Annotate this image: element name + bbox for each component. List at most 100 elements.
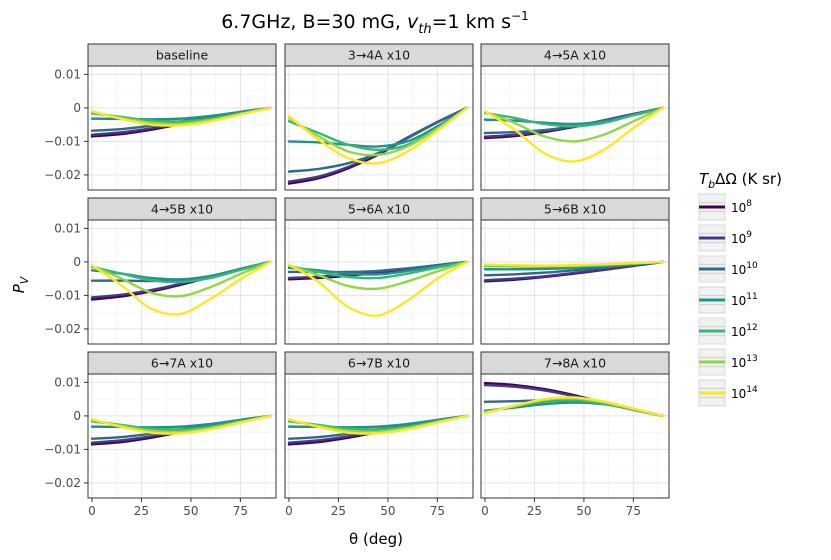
panel-7: 6→7A x10 0.01 0 −0.01 −0.02 0 25 50 75 (44, 351, 277, 518)
x-tick-label: 25 (527, 504, 542, 518)
panel-strip-label: 6→7B x10 (348, 356, 410, 371)
chart-title: 6.7GHz, B=30 mG, vth=1 km s−1 (221, 9, 529, 37)
y-tick-label: 0 (73, 409, 81, 423)
x-tick-label: 0 (285, 504, 293, 518)
panel-8: 6→7B x10 0 25 50 75 (284, 351, 474, 518)
panel-frame (480, 65, 670, 191)
legend-key-1e8: 108 (698, 193, 752, 221)
panel-grid (88, 374, 276, 498)
panel-background (285, 66, 473, 190)
panel-6: 5→6B x10 (480, 197, 670, 345)
title-v: v (407, 11, 419, 33)
panel-series (287, 414, 469, 446)
series-line-1e12 (483, 106, 665, 128)
x-tick-label: 75 (233, 504, 248, 518)
x-tick-label: 75 (430, 504, 445, 518)
panel-frame (480, 373, 670, 499)
series-line-1e14 (287, 260, 469, 317)
legend-label-exp: 11 (746, 292, 757, 302)
x-tick-label: 50 (576, 504, 591, 518)
legend-label-base: 10 (731, 201, 746, 215)
legend-label-base: 10 (731, 232, 746, 246)
series-line-1e14 (483, 260, 665, 267)
y-tick-label: 0.01 (54, 221, 81, 235)
legend-key-1e13: 1013 (698, 348, 758, 376)
panel-strip-label: 7→8A x10 (544, 356, 606, 371)
y-tick-label: 0.01 (54, 67, 81, 81)
series-line-1e14 (90, 260, 272, 316)
legend-title: TbΔΩ (K sr) (699, 170, 782, 191)
legend-title-t: T (699, 170, 710, 188)
y-axis-title-sub: V (18, 275, 31, 284)
series-line-1e13 (287, 260, 469, 291)
panel-strip-label: 6→7A x10 (151, 356, 213, 371)
y-tick-label: −0.01 (44, 134, 81, 148)
series-line-1e13 (90, 260, 272, 298)
x-tick-label: 0 (481, 504, 489, 518)
legend-label-base: 10 (731, 356, 746, 370)
legend-label: 1013 (731, 354, 758, 370)
legend-label-exp: 12 (746, 323, 757, 333)
panel-frame (284, 65, 474, 191)
legend-key-1e14: 1014 (698, 379, 758, 407)
panel-strip-label: 5→6B x10 (544, 202, 606, 217)
series-line-1e11 (287, 260, 469, 276)
panel-frame (284, 373, 474, 499)
title-eq: =1 km s (432, 11, 512, 33)
legend-label-base: 10 (731, 294, 746, 308)
panel-series (90, 106, 272, 138)
legend-label: 109 (731, 230, 752, 246)
panel-9: 7→8A x10 0 25 50 75 (480, 351, 670, 518)
legend-label: 1012 (731, 323, 758, 339)
panel-5: 5→6A x10 (284, 197, 474, 345)
series-line-1e14 (483, 396, 665, 418)
y-axis-title: PV (10, 275, 31, 293)
series-line-1e14 (287, 414, 469, 435)
panel-4: 4→5B x10 0.01 0 −0.01 −0.02 (44, 197, 277, 345)
x-tick-label: 25 (134, 504, 149, 518)
panel-series (90, 414, 272, 446)
series-line-1e11 (287, 106, 469, 148)
facet-panels: baseline 0.01 0 −0.01 −0.02 3→4A x10 4→5A x10 4… (44, 43, 670, 518)
panel-frame (87, 65, 277, 191)
panel-1: baseline 0.01 0 −0.01 −0.02 (44, 43, 277, 191)
legend-key-1e9: 109 (698, 224, 752, 252)
series-line-1e13 (483, 106, 665, 143)
series-line-1e14 (90, 414, 272, 435)
panel-frame (284, 219, 474, 345)
legend-label-base: 10 (731, 387, 746, 401)
x-tick-label: 50 (380, 504, 395, 518)
y-tick-label: −0.02 (44, 322, 81, 336)
panel-series (287, 260, 469, 317)
panel-grid (285, 66, 473, 190)
series-line-1e12 (90, 260, 272, 284)
x-axis-title: θ (deg) (349, 530, 403, 548)
series-line-1e14 (483, 106, 665, 163)
panel-background (481, 220, 669, 344)
legend-label-base: 10 (731, 325, 746, 339)
legend-title-b: b (708, 178, 715, 191)
y-tick-label: −0.02 (44, 476, 81, 490)
legend-label: 1011 (731, 292, 758, 308)
legend-label-base: 10 (731, 263, 746, 277)
legend-label: 1010 (731, 261, 758, 277)
legend-label-exp: 10 (746, 261, 758, 271)
y-axis-title-base: P (10, 283, 28, 293)
panel-series (90, 260, 272, 316)
panel-series (483, 106, 665, 163)
title-main: 6.7GHz, B=30 mG, (221, 11, 407, 33)
legend-label-exp: 8 (746, 199, 752, 209)
series-line-1e10 (287, 106, 469, 173)
panel-background (88, 374, 276, 498)
panel-background (285, 220, 473, 344)
panel-grid (88, 66, 276, 190)
legend-key-1e12: 1012 (698, 317, 758, 345)
x-tick-label: 50 (183, 504, 198, 518)
panel-background (285, 374, 473, 498)
series-line-1e13 (287, 106, 469, 157)
title-exp: −1 (511, 9, 529, 23)
legend-label-exp: 9 (746, 230, 752, 240)
x-tick-label: 0 (88, 504, 96, 518)
panel-strip-label: 5→6A x10 (348, 202, 410, 217)
panel-grid (481, 374, 669, 498)
